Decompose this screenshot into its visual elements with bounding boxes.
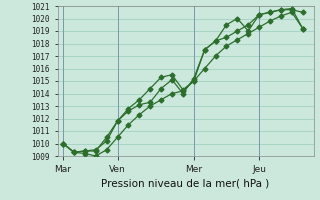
X-axis label: Pression niveau de la mer( hPa ): Pression niveau de la mer( hPa ) [101,178,270,188]
